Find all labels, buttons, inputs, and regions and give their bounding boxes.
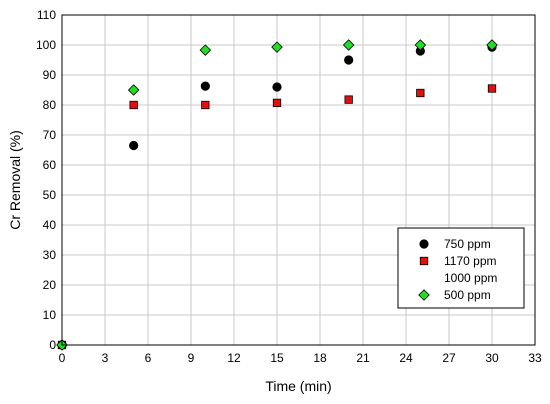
data-point bbox=[271, 41, 283, 53]
data-point bbox=[344, 55, 354, 65]
data-point bbox=[342, 39, 355, 51]
y-tick-label: 60 bbox=[43, 158, 57, 172]
legend-marker bbox=[419, 239, 429, 249]
x-tick-label: 30 bbox=[485, 351, 499, 365]
x-tick-labels: 0 3 6 9 12 15 18 21 24 27 30 33 bbox=[59, 351, 542, 365]
x-tick-label: 9 bbox=[188, 351, 195, 365]
y-tick-label: 0 bbox=[49, 338, 56, 352]
y-tick-label: 110 bbox=[37, 8, 56, 22]
legend-label: 750 ppm bbox=[444, 237, 491, 251]
legend-marker bbox=[419, 256, 429, 266]
legend: 750 ppm 1170 ppm 1000 ppm 500 ppm bbox=[397, 227, 525, 309]
x-tick-label: 6 bbox=[145, 351, 152, 365]
legend-marker bbox=[418, 289, 430, 301]
data-point bbox=[344, 95, 353, 104]
x-tick-label: 27 bbox=[442, 351, 456, 365]
legend-label: 500 ppm bbox=[444, 288, 491, 302]
y-axis-label: Cr Removal (%) bbox=[7, 130, 23, 230]
y-tick-label: 50 bbox=[43, 188, 57, 202]
x-tick-label: 3 bbox=[102, 351, 109, 365]
y-tick-label: 20 bbox=[43, 278, 57, 292]
x-axis-label: Time (min) bbox=[265, 378, 331, 394]
data-point bbox=[199, 44, 212, 56]
data-point bbox=[416, 88, 425, 98]
x-tick-label: 18 bbox=[313, 351, 327, 365]
y-tick-label: 80 bbox=[43, 98, 57, 112]
x-tick-label: 15 bbox=[270, 351, 284, 365]
x-tick-label: 33 bbox=[528, 351, 542, 365]
data-point bbox=[129, 140, 139, 151]
data-point bbox=[127, 84, 140, 96]
y-tick-labels: 0 10 20 30 40 50 60 70 80 90 100 110 bbox=[36, 8, 56, 352]
y-tick-label: 100 bbox=[36, 38, 56, 52]
data-point bbox=[486, 39, 498, 51]
x-tick-label: 0 bbox=[59, 351, 66, 365]
legend-label: 1170 ppm bbox=[444, 254, 496, 268]
data-point bbox=[200, 81, 210, 91]
legend-label: 1000 ppm bbox=[444, 271, 497, 285]
x-tick-label: 24 bbox=[399, 351, 413, 365]
y-tick-label: 90 bbox=[43, 68, 57, 82]
y-tick-label: 70 bbox=[43, 128, 57, 142]
data-point bbox=[201, 100, 210, 110]
data-point bbox=[487, 84, 497, 93]
plot-frame bbox=[61, 14, 536, 346]
x-tick-label: 21 bbox=[356, 351, 370, 365]
y-tick-label: 40 bbox=[43, 218, 57, 232]
y-tick-label: 30 bbox=[43, 248, 57, 262]
data-point bbox=[129, 100, 138, 110]
x-tick-label: 12 bbox=[227, 351, 241, 365]
y-tick-label: 10 bbox=[43, 308, 57, 322]
data-point bbox=[414, 39, 427, 51]
data-point bbox=[272, 98, 282, 108]
data-point bbox=[272, 82, 282, 92]
